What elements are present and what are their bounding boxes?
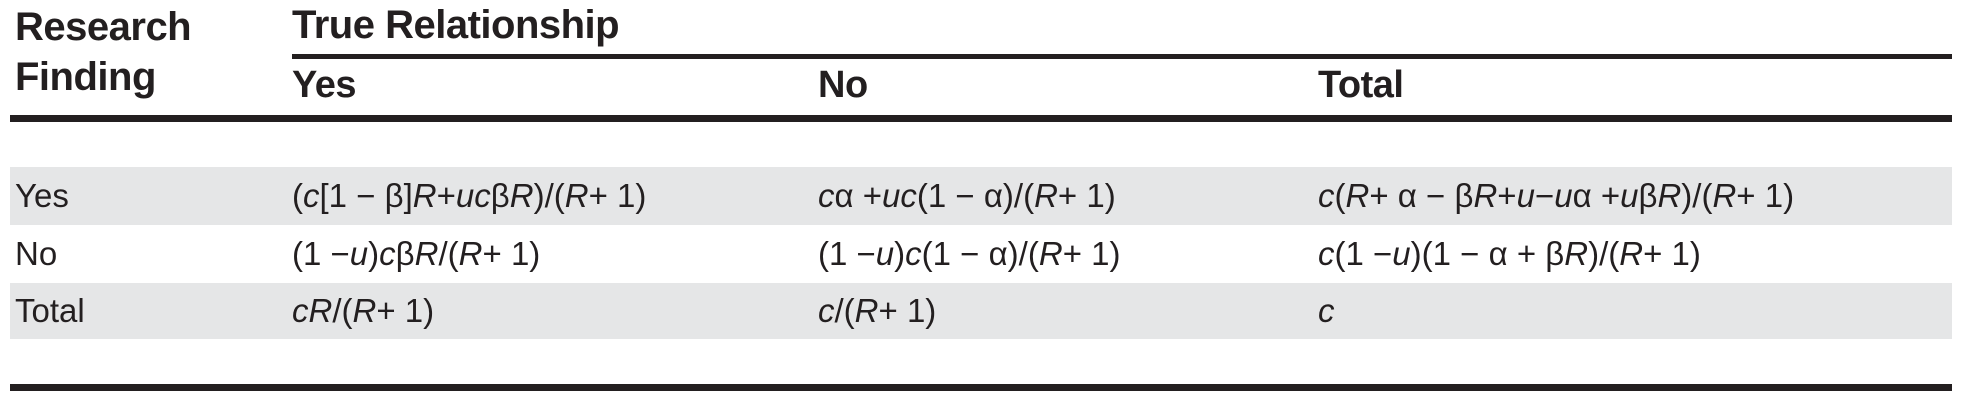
formula-cell: cR/(R + 1) — [292, 292, 435, 329]
formula-cell: (1 − u) c β R/(R + 1) — [292, 235, 541, 272]
group-header-true-relationship: True Relationship — [292, 3, 620, 47]
row-label: No — [15, 235, 58, 272]
column-header-no: No — [818, 64, 868, 106]
column-header-yes: Yes — [292, 64, 357, 106]
table-bottom-rule — [10, 384, 1952, 391]
column-header-total: Total — [1318, 64, 1404, 106]
formula-cell: c (1 − u)(1 − α + β R)/(R + 1) — [1318, 235, 1701, 272]
table-row-total: Total cR/(R + 1) c/(R + 1) c — [10, 283, 1952, 339]
formula-cell: (1 − u) c (1 − α)/(R + 1) — [818, 235, 1121, 272]
table-row-no: No (1 − u) c β R/(R + 1) (1 − u) c (1 − α)/(R… — [10, 225, 1952, 283]
formula-cell: c/(R + 1) — [818, 292, 937, 329]
header-bottom-rule — [10, 115, 1952, 122]
row-label: Yes — [15, 177, 69, 214]
formula-cell: (c [1 − β] R + uc β R)/(R + 1) — [292, 177, 647, 214]
group-header-underline — [292, 54, 1952, 59]
stub-header-research-finding: Research Finding — [15, 5, 192, 99]
row-label: Total — [15, 292, 85, 329]
formula-cell: c — [1318, 292, 1335, 329]
